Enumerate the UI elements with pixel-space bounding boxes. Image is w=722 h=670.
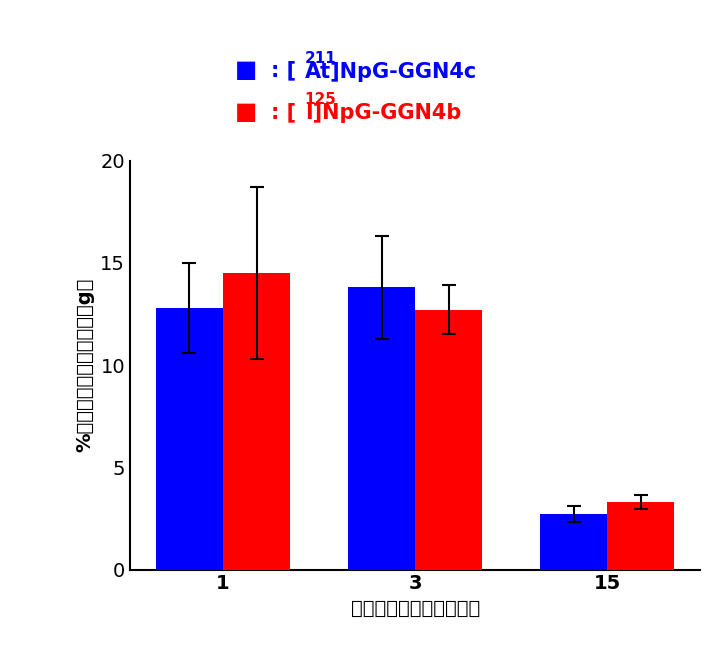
Text: I]NpG-GGN4b: I]NpG-GGN4b	[305, 103, 461, 123]
Bar	[156, 308, 223, 570]
X-axis label: 投与後経過時間（時間）: 投与後経過時間（時間）	[350, 599, 480, 618]
Bar	[348, 287, 415, 570]
Text: 125: 125	[305, 92, 336, 107]
Bar	[540, 515, 607, 570]
Bar	[607, 502, 674, 570]
Bar	[415, 310, 482, 570]
Text: At]NpG-GGN4c: At]NpG-GGN4c	[305, 62, 477, 82]
Text: : [: : [	[271, 102, 296, 122]
Text: ■: ■	[235, 58, 257, 82]
Text: ■: ■	[235, 100, 257, 124]
Bar	[223, 273, 290, 570]
Text: 211: 211	[305, 51, 336, 66]
Text: : [: : [	[271, 60, 296, 80]
Y-axis label: %投与量／腫瘍組織重量（g）: %投与量／腫瘍組織重量（g）	[76, 278, 95, 452]
